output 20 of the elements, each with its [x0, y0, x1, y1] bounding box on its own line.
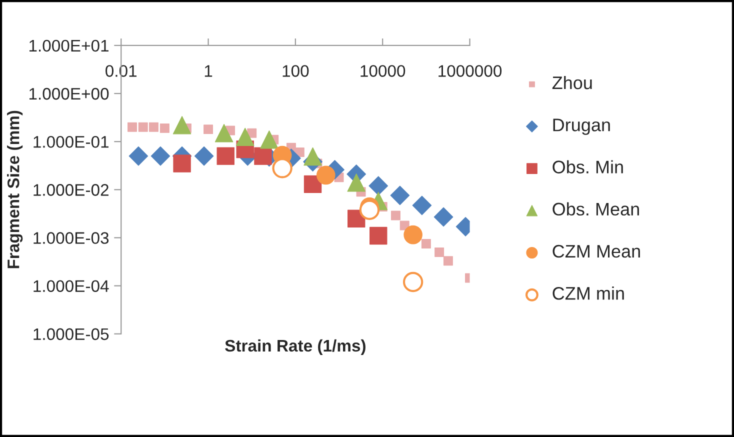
x-tick-label: 1000000 — [438, 65, 502, 77]
y-tick-label: 1.000E-03 — [34, 232, 109, 244]
y-axis-title: Fragment Size (mm) — [7, 110, 23, 268]
y-tick-label: 1.000E+01 — [29, 40, 108, 52]
x-tick-label: 10000 — [360, 65, 406, 77]
x-tick-label: 0.01 — [106, 65, 137, 77]
y-tick-label: 1.000E-02 — [34, 184, 108, 196]
legend-label: Obs. Min — [552, 160, 623, 174]
legend-label: CZM min — [552, 286, 624, 300]
legend-label: Drugan — [553, 118, 610, 135]
y-tick-label: 1.000E-01 — [34, 136, 108, 148]
legend-label: Zhou — [552, 76, 592, 90]
legend-label: CZM Mean — [552, 244, 640, 258]
x-axis-title: Strain Rate (1/ms) — [225, 339, 366, 355]
x-tick-label: 1 — [204, 65, 212, 77]
x-tick-label: 100 — [282, 65, 309, 77]
y-tick-label: 1.000E-04 — [34, 280, 109, 292]
legend-label: Obs. Mean — [552, 202, 639, 216]
y-tick-label: 1.000E-05 — [34, 328, 109, 340]
y-tick-label: 1.000E+00 — [29, 88, 109, 100]
